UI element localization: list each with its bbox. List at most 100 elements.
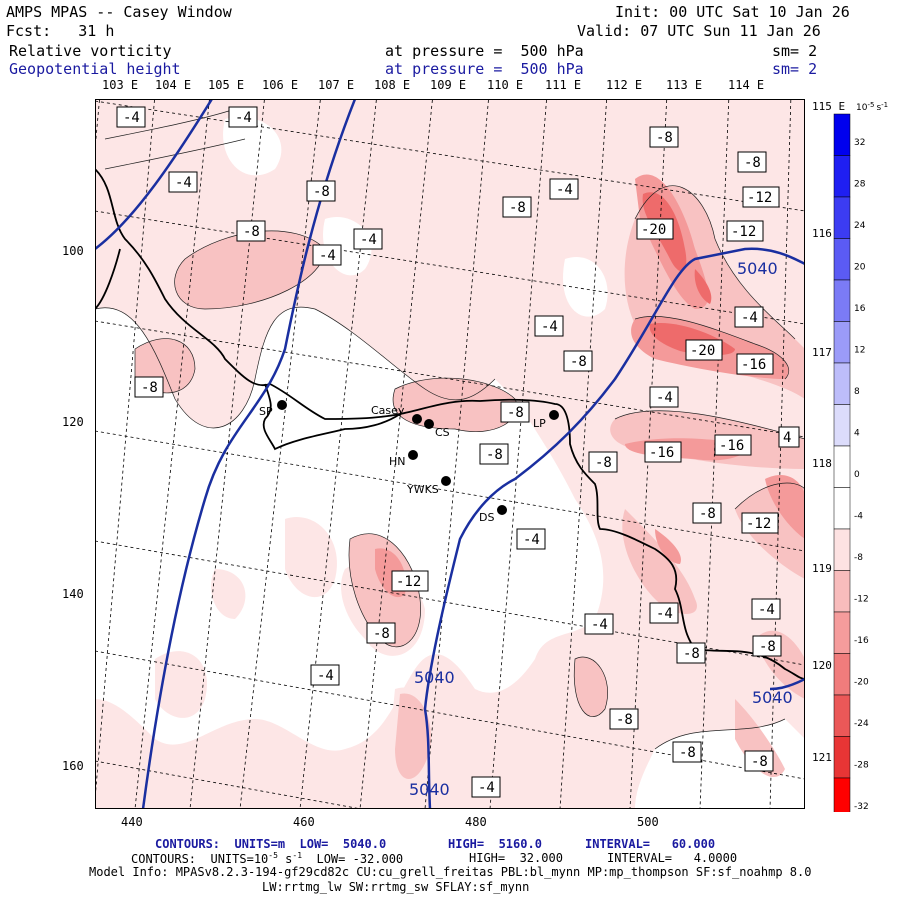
station-label: YWKS [406,483,439,496]
station-label: DS [479,511,494,524]
colorbar: 32 28 24 20 16 12 8 4 0 -4 -8 -12 -16 -20 -24 -28 -32 10… [832,101,898,820]
station-dot[interactable] [408,450,418,460]
lon-label: 105 E [208,78,245,92]
contour-label: -8 [502,196,532,218]
contour-label: -4 [310,664,340,686]
x-tick-label: 440 [121,815,143,829]
colorbar-tick-label: -16 [854,636,869,646]
x-tick-label: 460 [293,815,315,829]
svg-text:-4: -4 [175,175,192,191]
colorbar-tick-label: 4 [854,428,860,438]
footer-height-interval: INTERVAL= 60.000 [585,837,716,851]
station-label: HN [389,455,406,468]
contour-label: -20 [636,218,674,240]
colorbar-tick-label: 8 [854,387,860,397]
svg-text:-16: -16 [741,357,766,373]
station-label: Casey [371,404,405,417]
map-panel[interactable]: SP Casey CS HN YWKS DS LP -4 -4 -4 -8 -4… [95,99,805,809]
forecast-hour: Fcst: 31 h [6,22,115,40]
contour-label: -12 [391,570,429,592]
contour-label: -8 [588,451,618,473]
contour-label: -16 [644,441,682,463]
contour-label: -16 [714,434,752,456]
footer-height-high: HIGH= 5160.0 [448,837,542,851]
colorbar-tick-label: -28 [854,760,869,770]
footer-height-contours: CONTOURS: UNITS=m LOW= 5040.0 [155,837,387,851]
colorbar-tick-label: 20 [854,262,866,272]
contour-label: -20 [685,339,723,361]
colorbar-cell [833,611,851,654]
contour-label: -4 [584,613,614,635]
svg-text:-12: -12 [731,224,756,240]
contour-label: -8 [649,126,679,148]
contour-label: -4 [751,598,781,620]
contour-label: -4 [353,228,383,250]
lon-label: 110 E [487,78,524,92]
contour-label: -8 [306,180,336,202]
svg-text:-8: -8 [699,506,716,522]
contour-label: -8 [500,401,530,423]
x-tick-label: 500 [637,815,659,829]
colorbar-cell [833,653,851,696]
station-dot[interactable] [424,419,434,429]
contour-label: -8 [563,350,593,372]
contour-label: -8 [744,750,774,772]
station-dot[interactable] [277,400,287,410]
svg-text:-8: -8 [595,455,612,471]
svg-text:-20: -20 [690,343,715,359]
lon-label: 113 E [666,78,703,92]
contour-label: -4 [549,178,579,200]
footer-model-physics: LW:rrtmg_lw SW:rrtmg_sw SFLAY:sf_mynn [262,880,530,894]
contour-label: -4 [168,171,198,193]
station-dot[interactable] [441,476,451,486]
svg-text:-4: -4 [317,668,334,684]
svg-text:-8: -8 [759,639,776,655]
height-label: 5040 [409,780,450,799]
svg-text:-4: -4 [541,319,558,335]
svg-text:4: 4 [783,430,791,446]
svg-text:-4: -4 [123,110,140,126]
x-tick-label: 480 [465,815,487,829]
svg-text:-8: -8 [509,200,526,216]
contour-label: -4 [516,528,546,550]
station-label: CS [435,426,450,439]
colorbar-tick-label: 24 [854,221,866,231]
contour-label: -16 [736,353,774,375]
footer-vort-contours: CONTOURS: UNITS=10-5 s-1 LOW= -32.000 [131,851,404,866]
svg-text:-16: -16 [719,438,744,454]
svg-text:-12: -12 [747,190,772,206]
svg-text:-20: -20 [641,222,666,238]
svg-text:-8: -8 [744,155,761,171]
contour-label: 4 [778,426,800,448]
contour-label: -8 [236,220,266,242]
lon-label: 112 E [606,78,643,92]
station-dots [277,400,559,515]
contour-label: -8 [134,376,164,398]
contour-label: -4 [649,602,679,624]
lon-label: 114 E [728,78,765,92]
colorbar-cell [833,487,851,530]
svg-text:-12: -12 [746,516,771,532]
svg-text:-4: -4 [591,617,608,633]
colorbar-cell [833,570,851,613]
contour-label: -8 [609,708,639,730]
svg-text:-4: -4 [235,110,252,126]
height-label: 5040 [414,668,455,687]
svg-text:-8: -8 [313,184,330,200]
station-dot[interactable] [497,505,507,515]
contour-label: -12 [742,186,780,208]
coastline [95,168,805,680]
station-dot[interactable] [412,414,422,424]
svg-text:-12: -12 [396,574,421,590]
svg-text:-8: -8 [616,712,633,728]
y-tick-label: 140 [62,587,84,601]
contour-label: -4 [471,776,501,798]
colorbar-svg: 32 28 24 20 16 12 8 4 0 -4 -8 -12 -16 -20 -24 -28 -32 10… [833,101,888,820]
colorbar-tick-label: -12 [854,594,869,604]
lon-label: 107 E [318,78,355,92]
footer-vort-high: HIGH= 32.000 [469,851,563,865]
contour-label: -8 [672,741,702,763]
station-dot[interactable] [549,410,559,420]
contour-label: -4 [649,386,679,408]
colorbar-tick-label: 12 [854,345,865,355]
